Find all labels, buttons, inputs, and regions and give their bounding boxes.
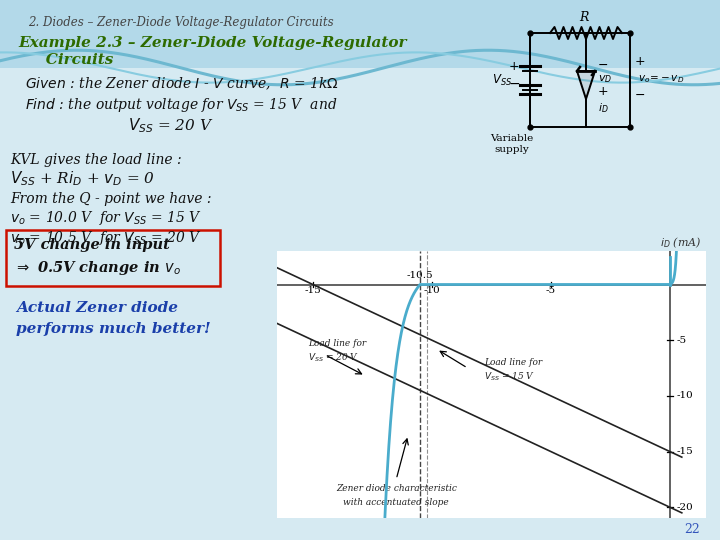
Text: $Given$ : the Zener diode $I$ - $V$ curve,  $R$ = 1k$\Omega$: $Given$ : the Zener diode $I$ - $V$ curv… (25, 75, 338, 92)
Text: $v_o\!=\!-v_D$: $v_o\!=\!-v_D$ (638, 73, 685, 85)
FancyBboxPatch shape (6, 230, 220, 286)
Text: −: − (635, 89, 646, 102)
Text: $\Rightarrow$ 0.5V change in $v_o$: $\Rightarrow$ 0.5V change in $v_o$ (14, 259, 181, 277)
Text: Zener diode characteristic: Zener diode characteristic (336, 483, 456, 492)
Text: 5V change in input: 5V change in input (14, 238, 170, 252)
Text: -10: -10 (677, 392, 693, 400)
Text: +: + (635, 55, 646, 68)
Text: $v_o$ = 10.0 V  for $V_{SS}$ = 15 V: $v_o$ = 10.0 V for $V_{SS}$ = 15 V (10, 209, 202, 227)
Text: $V_{SS}$ + R$i_D$ + $v_D$ = 0: $V_{SS}$ + R$i_D$ + $v_D$ = 0 (10, 169, 155, 188)
Text: $V_{SS}$ = 20 V: $V_{SS}$ = 20 V (308, 351, 359, 364)
Text: From the Q - point we have :: From the Q - point we have : (10, 192, 212, 206)
Text: $V_{SS}$: $V_{SS}$ (492, 72, 512, 87)
Text: -15: -15 (305, 286, 321, 295)
Text: Load line for: Load line for (308, 339, 366, 348)
Text: −: − (598, 59, 608, 72)
Text: -10: -10 (423, 286, 440, 295)
Text: -5: -5 (546, 286, 556, 295)
Text: KVL gives the load line :: KVL gives the load line : (10, 153, 181, 167)
Text: Variable: Variable (490, 134, 534, 143)
Text: 22: 22 (684, 523, 700, 536)
Text: +: + (509, 60, 519, 73)
Polygon shape (0, 0, 720, 68)
Text: -15: -15 (677, 447, 693, 456)
Text: $V_{SS}$ = 20 V: $V_{SS}$ = 20 V (128, 116, 213, 134)
Text: -5: -5 (677, 336, 687, 345)
Text: $i_D$: $i_D$ (598, 101, 608, 115)
Text: +: + (598, 85, 608, 98)
Text: Example 2.3 – Zener-Diode Voltage-Regulator: Example 2.3 – Zener-Diode Voltage-Regula… (18, 36, 407, 50)
Text: performs much better!: performs much better! (16, 322, 211, 336)
Text: $v_D$: $v_D$ (598, 73, 612, 85)
Text: $i_D$ (mA): $i_D$ (mA) (660, 235, 701, 249)
Text: $V_{SS}$ = 15 V: $V_{SS}$ = 15 V (485, 370, 536, 383)
Text: Load line for: Load line for (485, 357, 542, 367)
Text: with accentuated slope: with accentuated slope (343, 498, 449, 507)
Text: -20: -20 (677, 503, 693, 512)
Text: Actual Zener diode: Actual Zener diode (16, 301, 178, 315)
Text: $Find$ : the output voltage for $V_{SS}$ = 15 V  and: $Find$ : the output voltage for $V_{SS}$… (25, 96, 338, 114)
Text: −: − (508, 77, 520, 91)
Text: Circuits: Circuits (30, 53, 113, 67)
Text: -10.5: -10.5 (407, 271, 433, 280)
Text: supply: supply (495, 145, 529, 154)
Text: 2. Diodes – Zener-Diode Voltage-Regulator Circuits: 2. Diodes – Zener-Diode Voltage-Regulato… (28, 16, 333, 29)
Text: R: R (580, 11, 589, 24)
Polygon shape (577, 71, 595, 99)
Text: $v_o$ = 10.5 V  for $V_{SS}$ = 20 V: $v_o$ = 10.5 V for $V_{SS}$ = 20 V (10, 229, 202, 247)
